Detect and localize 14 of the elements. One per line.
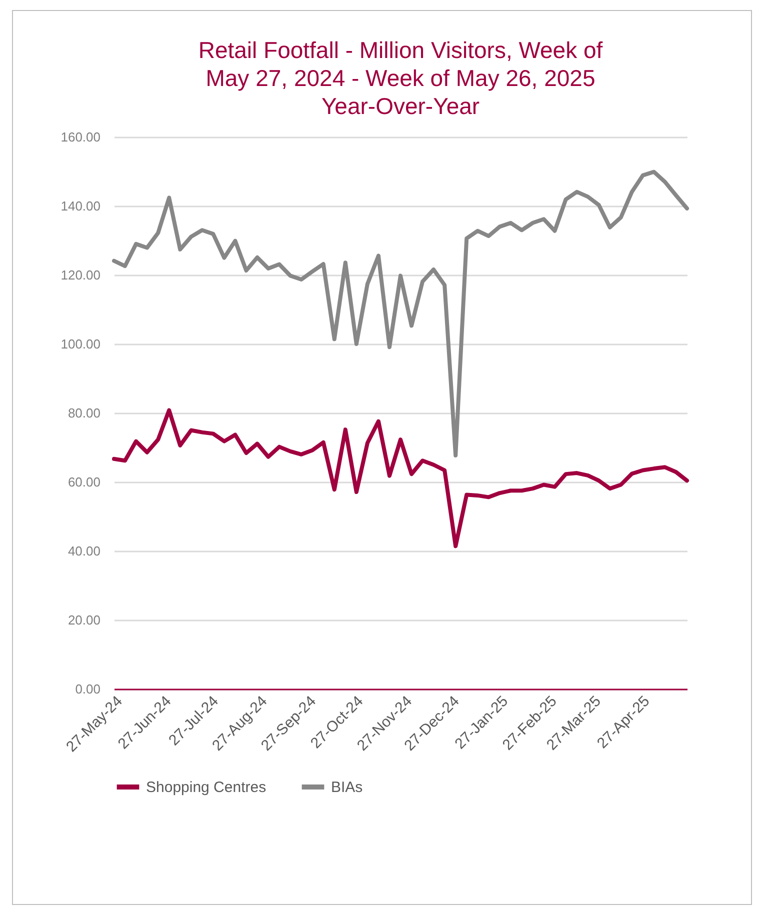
legend-label: BIAs <box>331 779 363 796</box>
line-series <box>112 170 689 458</box>
y-tick-label: 160.00 <box>60 130 100 144</box>
y-tick-label: 140.00 <box>60 198 100 214</box>
y-tick-label: 80.00 <box>68 406 100 420</box>
chart-title: Retail Footfall - Million Visitors, Week of May 27, 2024 - Week of May 26, 2025 Year-Over-Year <box>198 37 604 119</box>
y-tick-label: 100.00 <box>60 336 100 352</box>
line-series <box>112 408 689 548</box>
y-tick-label: 60.00 <box>68 474 100 490</box>
y-tick-label: 20.00 <box>68 612 100 628</box>
y-tick-label: 40.00 <box>68 544 100 558</box>
legend-label: Shopping Centres <box>146 779 266 796</box>
y-tick-label: 0.00 <box>75 682 100 696</box>
y-tick-label: 120.00 <box>60 268 100 282</box>
